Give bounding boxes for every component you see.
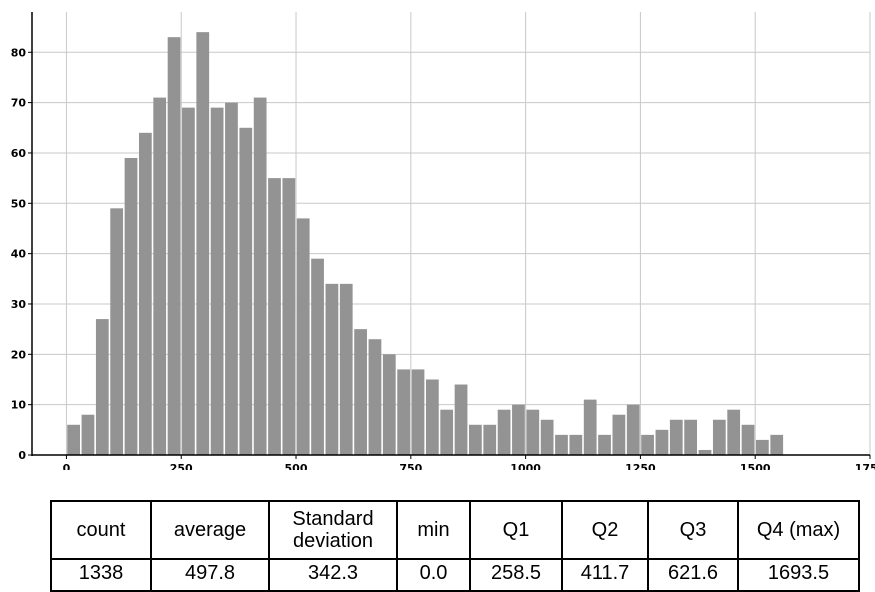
y-tick-label-8: 80 xyxy=(11,46,27,59)
header-average: average xyxy=(150,500,270,560)
x-tick-label-1: 250 xyxy=(170,462,193,470)
bar-37 xyxy=(598,434,611,455)
bar-30 xyxy=(497,409,511,455)
value-q2: 411.7 xyxy=(561,558,649,592)
bar-47 xyxy=(741,424,755,455)
bar-38 xyxy=(612,414,626,455)
value-count: 1338 xyxy=(50,558,152,592)
y-tick-label-2: 20 xyxy=(11,348,27,361)
bar-3 xyxy=(110,208,124,455)
value-q3: 621.6 xyxy=(647,558,739,592)
bar-22 xyxy=(382,354,396,455)
header-q3: Q3 xyxy=(647,500,739,560)
header-q4-max: Q4 (max) xyxy=(737,500,860,560)
y-tick-label-7: 70 xyxy=(11,97,27,110)
x-tick-label-2: 500 xyxy=(285,462,308,470)
x-tick-label-4: 1000 xyxy=(510,462,541,470)
header-std-text: Standard deviation xyxy=(292,508,374,552)
bar-6 xyxy=(153,97,167,456)
value-standard-deviation: 342.3 xyxy=(268,558,398,592)
bar-7 xyxy=(167,37,181,455)
bar-1 xyxy=(81,414,95,455)
bar-20 xyxy=(354,329,367,455)
bar-9 xyxy=(196,32,210,456)
bar-13 xyxy=(253,97,267,456)
bar-19 xyxy=(339,283,353,455)
header-q1: Q1 xyxy=(469,500,563,560)
x-tick-label-6: 1500 xyxy=(740,462,771,470)
y-tick-label-4: 40 xyxy=(11,248,27,261)
bar-48 xyxy=(756,439,769,455)
bar-45 xyxy=(712,419,726,455)
x-tick-label-3: 750 xyxy=(399,462,422,470)
stats-header-row: count average Standard deviation min Q1 … xyxy=(50,500,860,560)
axes xyxy=(28,12,871,459)
bar-24 xyxy=(411,369,425,455)
bar-41 xyxy=(655,429,669,455)
bar-31 xyxy=(512,404,525,455)
header-standard-deviation: Standard deviation xyxy=(268,500,398,560)
bar-4 xyxy=(124,157,138,455)
bar-16 xyxy=(296,218,310,455)
bar-43 xyxy=(684,419,698,455)
bar-44 xyxy=(698,449,712,455)
bar-46 xyxy=(727,409,741,455)
bar-10 xyxy=(210,107,224,455)
bar-39 xyxy=(626,404,640,455)
x-tick-label-5: 1250 xyxy=(625,462,656,470)
bar-15 xyxy=(282,178,296,455)
y-tick-label-1: 10 xyxy=(11,399,27,412)
bar-25 xyxy=(425,379,439,455)
bar-0 xyxy=(67,424,80,455)
bar-49 xyxy=(770,434,784,455)
y-tick-label-6: 60 xyxy=(11,147,27,160)
bar-32 xyxy=(526,409,540,455)
header-min: min xyxy=(396,500,471,560)
histogram-bars xyxy=(67,32,784,456)
bar-18 xyxy=(325,283,339,455)
bar-29 xyxy=(483,424,497,455)
bar-40 xyxy=(641,434,654,455)
y-tick-label-0: 0 xyxy=(18,449,26,462)
bar-35 xyxy=(569,434,583,455)
value-min: 0.0 xyxy=(396,558,471,592)
bar-17 xyxy=(311,258,324,455)
y-tick-label-5: 50 xyxy=(11,197,27,210)
header-q2: Q2 xyxy=(561,500,649,560)
header-count: count xyxy=(50,500,152,560)
y-tick-label-3: 30 xyxy=(11,298,27,311)
bar-21 xyxy=(368,339,382,455)
bar-34 xyxy=(555,434,568,455)
bar-26 xyxy=(440,409,454,455)
bar-8 xyxy=(182,107,195,455)
bar-23 xyxy=(397,369,411,455)
bar-11 xyxy=(225,102,238,455)
value-q4-max: 1693.5 xyxy=(737,558,860,592)
value-q1: 258.5 xyxy=(469,558,563,592)
bar-2 xyxy=(95,319,109,455)
x-tick-label-0: 0 xyxy=(63,462,71,470)
bar-12 xyxy=(239,127,253,455)
bar-27 xyxy=(454,384,468,455)
value-average: 497.8 xyxy=(150,558,270,592)
bar-28 xyxy=(469,424,482,455)
bar-14 xyxy=(268,178,281,455)
y-tick-labels: 0 10 20 30 40 50 60 70 80 xyxy=(11,46,27,462)
stats-value-row: 1338 497.8 342.3 0.0 258.5 411.7 621.6 1… xyxy=(50,558,860,592)
bar-42 xyxy=(669,419,683,455)
bar-33 xyxy=(540,419,554,455)
statistics-table: count average Standard deviation min Q1 … xyxy=(50,500,860,592)
bar-36 xyxy=(583,399,597,455)
bar-5 xyxy=(138,132,152,455)
